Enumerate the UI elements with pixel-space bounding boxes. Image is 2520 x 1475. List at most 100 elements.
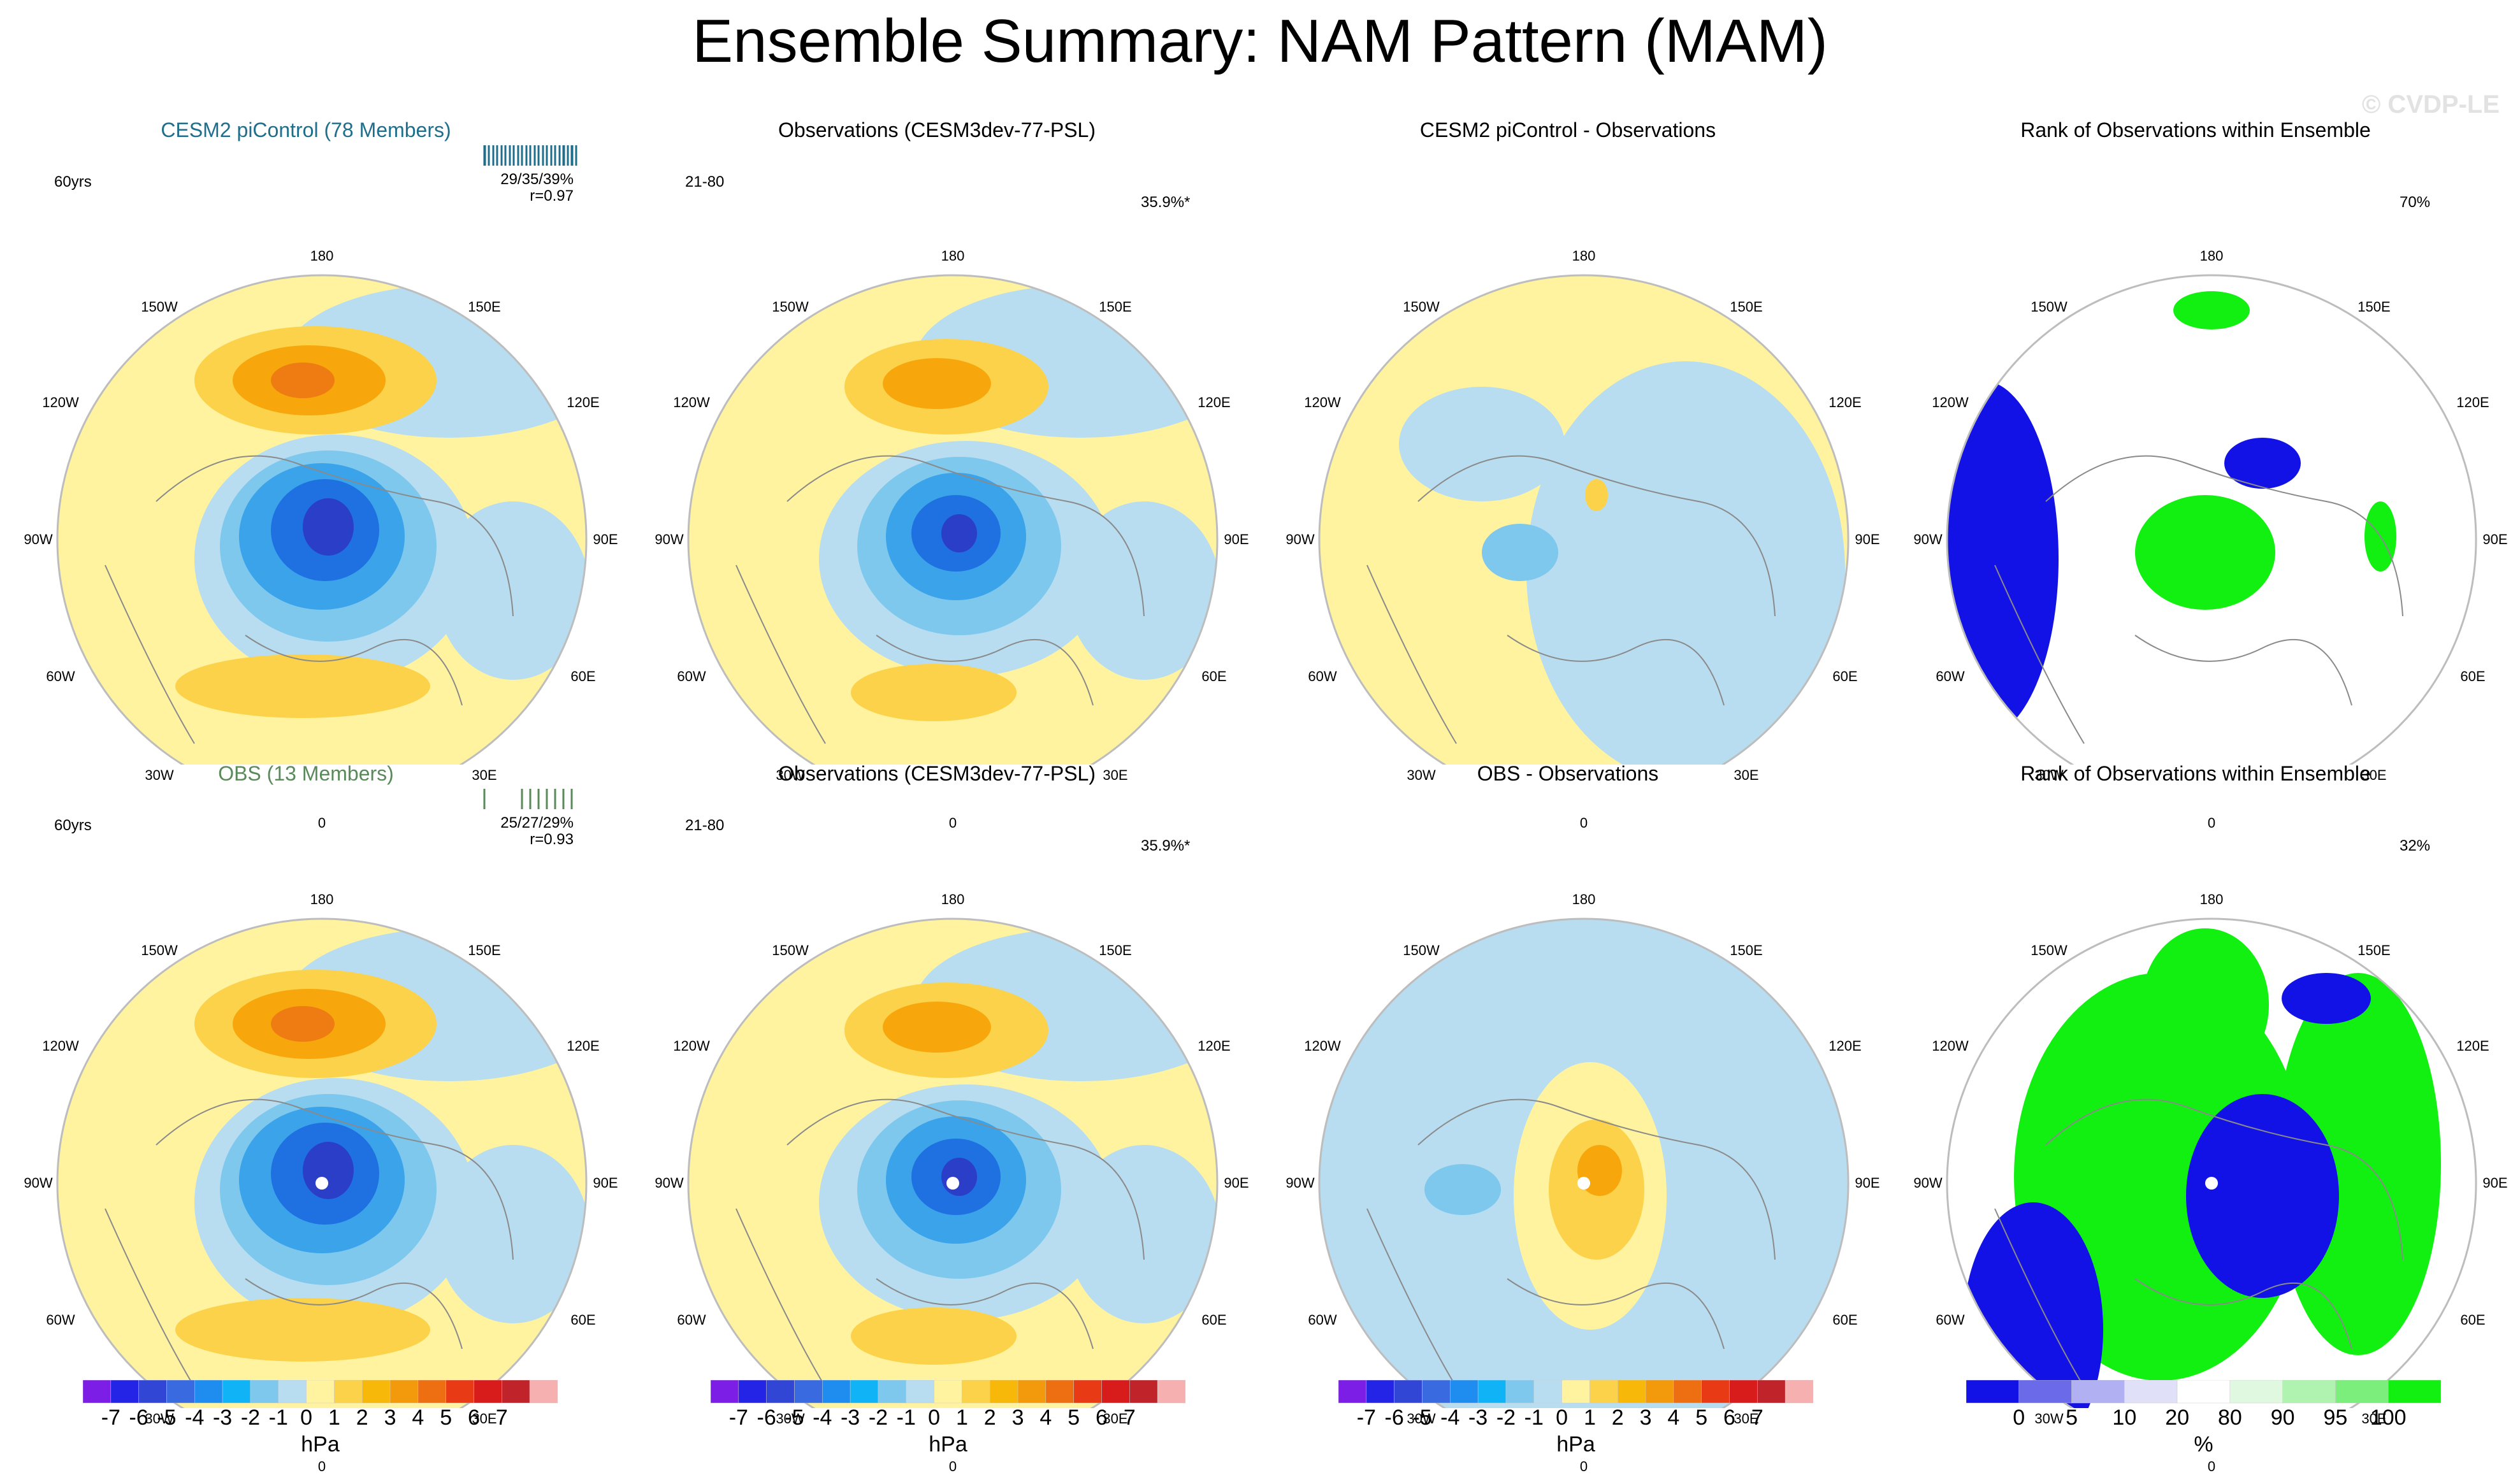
longitude-label: 90W — [24, 1175, 53, 1191]
coastline — [2134, 635, 2352, 706]
longitude-label: 150W — [2031, 942, 2067, 958]
coastline — [876, 1278, 1094, 1349]
longitude-label: 120E — [1198, 394, 1231, 410]
longitude-label: 90W — [1285, 531, 1315, 547]
colorbar-swatch — [1533, 1380, 1562, 1404]
map-panel: OBS (13 Members) 180 150W 150E 120W 120E 90W 90… — [0, 739, 618, 1474]
rank-low-west — [1947, 380, 2059, 737]
longitude-label: 30W — [1407, 767, 1436, 783]
colorbar-tick-label: 3 — [384, 1406, 396, 1430]
colorbar-tick-label: 5 — [1068, 1406, 1080, 1430]
longitude-label: 120W — [42, 394, 79, 410]
longitude-label: 30W — [776, 767, 805, 783]
longitude-label: 90W — [1913, 1175, 1943, 1191]
longitude-label: 120E — [2456, 1038, 2489, 1054]
colorbar-swatch — [794, 1380, 823, 1404]
coastline — [1366, 565, 1457, 744]
longitude-label: 150E — [2357, 942, 2391, 958]
colorbar-swatch — [2282, 1380, 2336, 1404]
panel-title: Rank of Observations within Ensemble — [2020, 762, 2371, 785]
low-arctic-5 — [303, 1142, 354, 1199]
longitude-label: 0 — [2207, 815, 2216, 831]
diff-negative-2 — [1424, 1164, 1501, 1215]
colorbar-swatch — [1505, 1380, 1535, 1404]
colorbar-swatch — [2387, 1380, 2441, 1404]
colorbar-swatch — [934, 1380, 962, 1404]
panel-title: CESM2 piControl (78 Members) — [161, 119, 451, 141]
colorbar-tick-label: 4 — [412, 1406, 424, 1430]
colorbar-swatch — [1966, 1380, 2020, 1404]
colorbar-swatch — [1673, 1380, 1702, 1404]
field-layer — [57, 275, 586, 765]
diff-negative-2 — [1399, 387, 1565, 501]
longitude-label: 60W — [1308, 1312, 1337, 1328]
colorbar-tick-label: 6 — [1096, 1406, 1108, 1430]
colorbar-tick-label: 0 — [1556, 1406, 1568, 1430]
longitude-label: 60E — [1201, 1312, 1227, 1328]
ridge-atlantic — [851, 664, 1017, 721]
colorbar-tick-label: 80 — [2217, 1406, 2242, 1430]
coastline — [1366, 1208, 1457, 1388]
map-boundary — [1946, 274, 2477, 765]
colorbar-tick-label: -6 — [129, 1406, 148, 1430]
panel-title: OBS - Observations — [1477, 762, 1659, 785]
diff-negative-3 — [1482, 524, 1558, 581]
rank-low-siberia — [2224, 438, 2301, 489]
colorbar-tick-label: -4 — [813, 1406, 832, 1430]
longitude-label: 30W — [1407, 1411, 1436, 1427]
coastline — [1417, 1098, 1776, 1260]
longitude-label: 30E — [2361, 767, 2387, 783]
coastline — [1507, 1278, 1725, 1349]
longitude-label: 150E — [468, 942, 501, 958]
longitude-label: 90E — [593, 531, 618, 547]
coastline — [735, 565, 826, 744]
map-boundary — [687, 917, 1219, 1408]
longitude-label: 60W — [1936, 1312, 1965, 1328]
colorbar-tick-label: 100 — [2370, 1406, 2407, 1430]
longitude-label: 90E — [1224, 1175, 1249, 1191]
period-label: 21-80 — [685, 173, 725, 191]
colorbar-swatch — [962, 1380, 990, 1404]
member-tick-strip — [483, 145, 577, 166]
colorbar-swatch — [989, 1380, 1018, 1404]
colorbar-swatch — [1422, 1380, 1451, 1404]
colorbar-swatch — [110, 1380, 139, 1404]
panel-title: Observations (CESM3dev-77-PSL) — [778, 119, 1096, 141]
polar-map — [56, 145, 588, 765]
longitude-label: 180 — [310, 248, 334, 264]
colorbar-swatch — [1073, 1380, 1102, 1404]
colorbar-tick-label: 2 — [1611, 1406, 1624, 1430]
colorbar-tick-label: -6 — [757, 1406, 776, 1430]
colorbar-tick-label: 1 — [328, 1406, 340, 1430]
colorbar: -7 -6 -5 -4 -3 -2 -1 0 1 2 3 4 5 6 7 hPa — [1338, 1380, 1813, 1463]
longitude-label: 30W — [776, 1411, 805, 1427]
ridge-pacific-core — [883, 1002, 991, 1053]
period-label: 60yrs — [54, 173, 92, 191]
colorbar-swatch — [278, 1380, 307, 1404]
field-layer — [688, 919, 1217, 1408]
polar-map — [1318, 917, 1850, 1408]
coastline — [2134, 1278, 2352, 1349]
colorbar-tick-label: -4 — [185, 1406, 205, 1430]
colorbar-swatches — [711, 1380, 1185, 1404]
longitude-label: 60E — [1832, 1312, 1858, 1328]
coastline — [1994, 565, 2085, 744]
longitude-label: 180 — [941, 891, 965, 907]
low-arctic-5 — [303, 498, 354, 556]
colorbar-tick-label: 1 — [955, 1406, 968, 1430]
map-boundary — [1946, 917, 2477, 1408]
colorbar-swatch — [822, 1380, 851, 1404]
longitude-label: 60W — [46, 668, 75, 684]
longitude-label: 120W — [1304, 394, 1341, 410]
colorbar-swatch — [1617, 1380, 1646, 1404]
coastline — [105, 565, 195, 744]
colorbar-tick-label: 5 — [2066, 1406, 2078, 1430]
longitude-label: 180 — [2199, 248, 2224, 264]
colorbar-swatch — [2229, 1380, 2283, 1404]
longitude-label: 180 — [1572, 248, 1596, 264]
colorbar-tick-label: 6 — [1723, 1406, 1735, 1430]
longitude-label: 150W — [141, 942, 178, 958]
colorbar-swatch — [1045, 1380, 1074, 1404]
longitude-label: 60W — [1936, 668, 1965, 684]
colorbar-swatch — [1785, 1380, 1813, 1404]
